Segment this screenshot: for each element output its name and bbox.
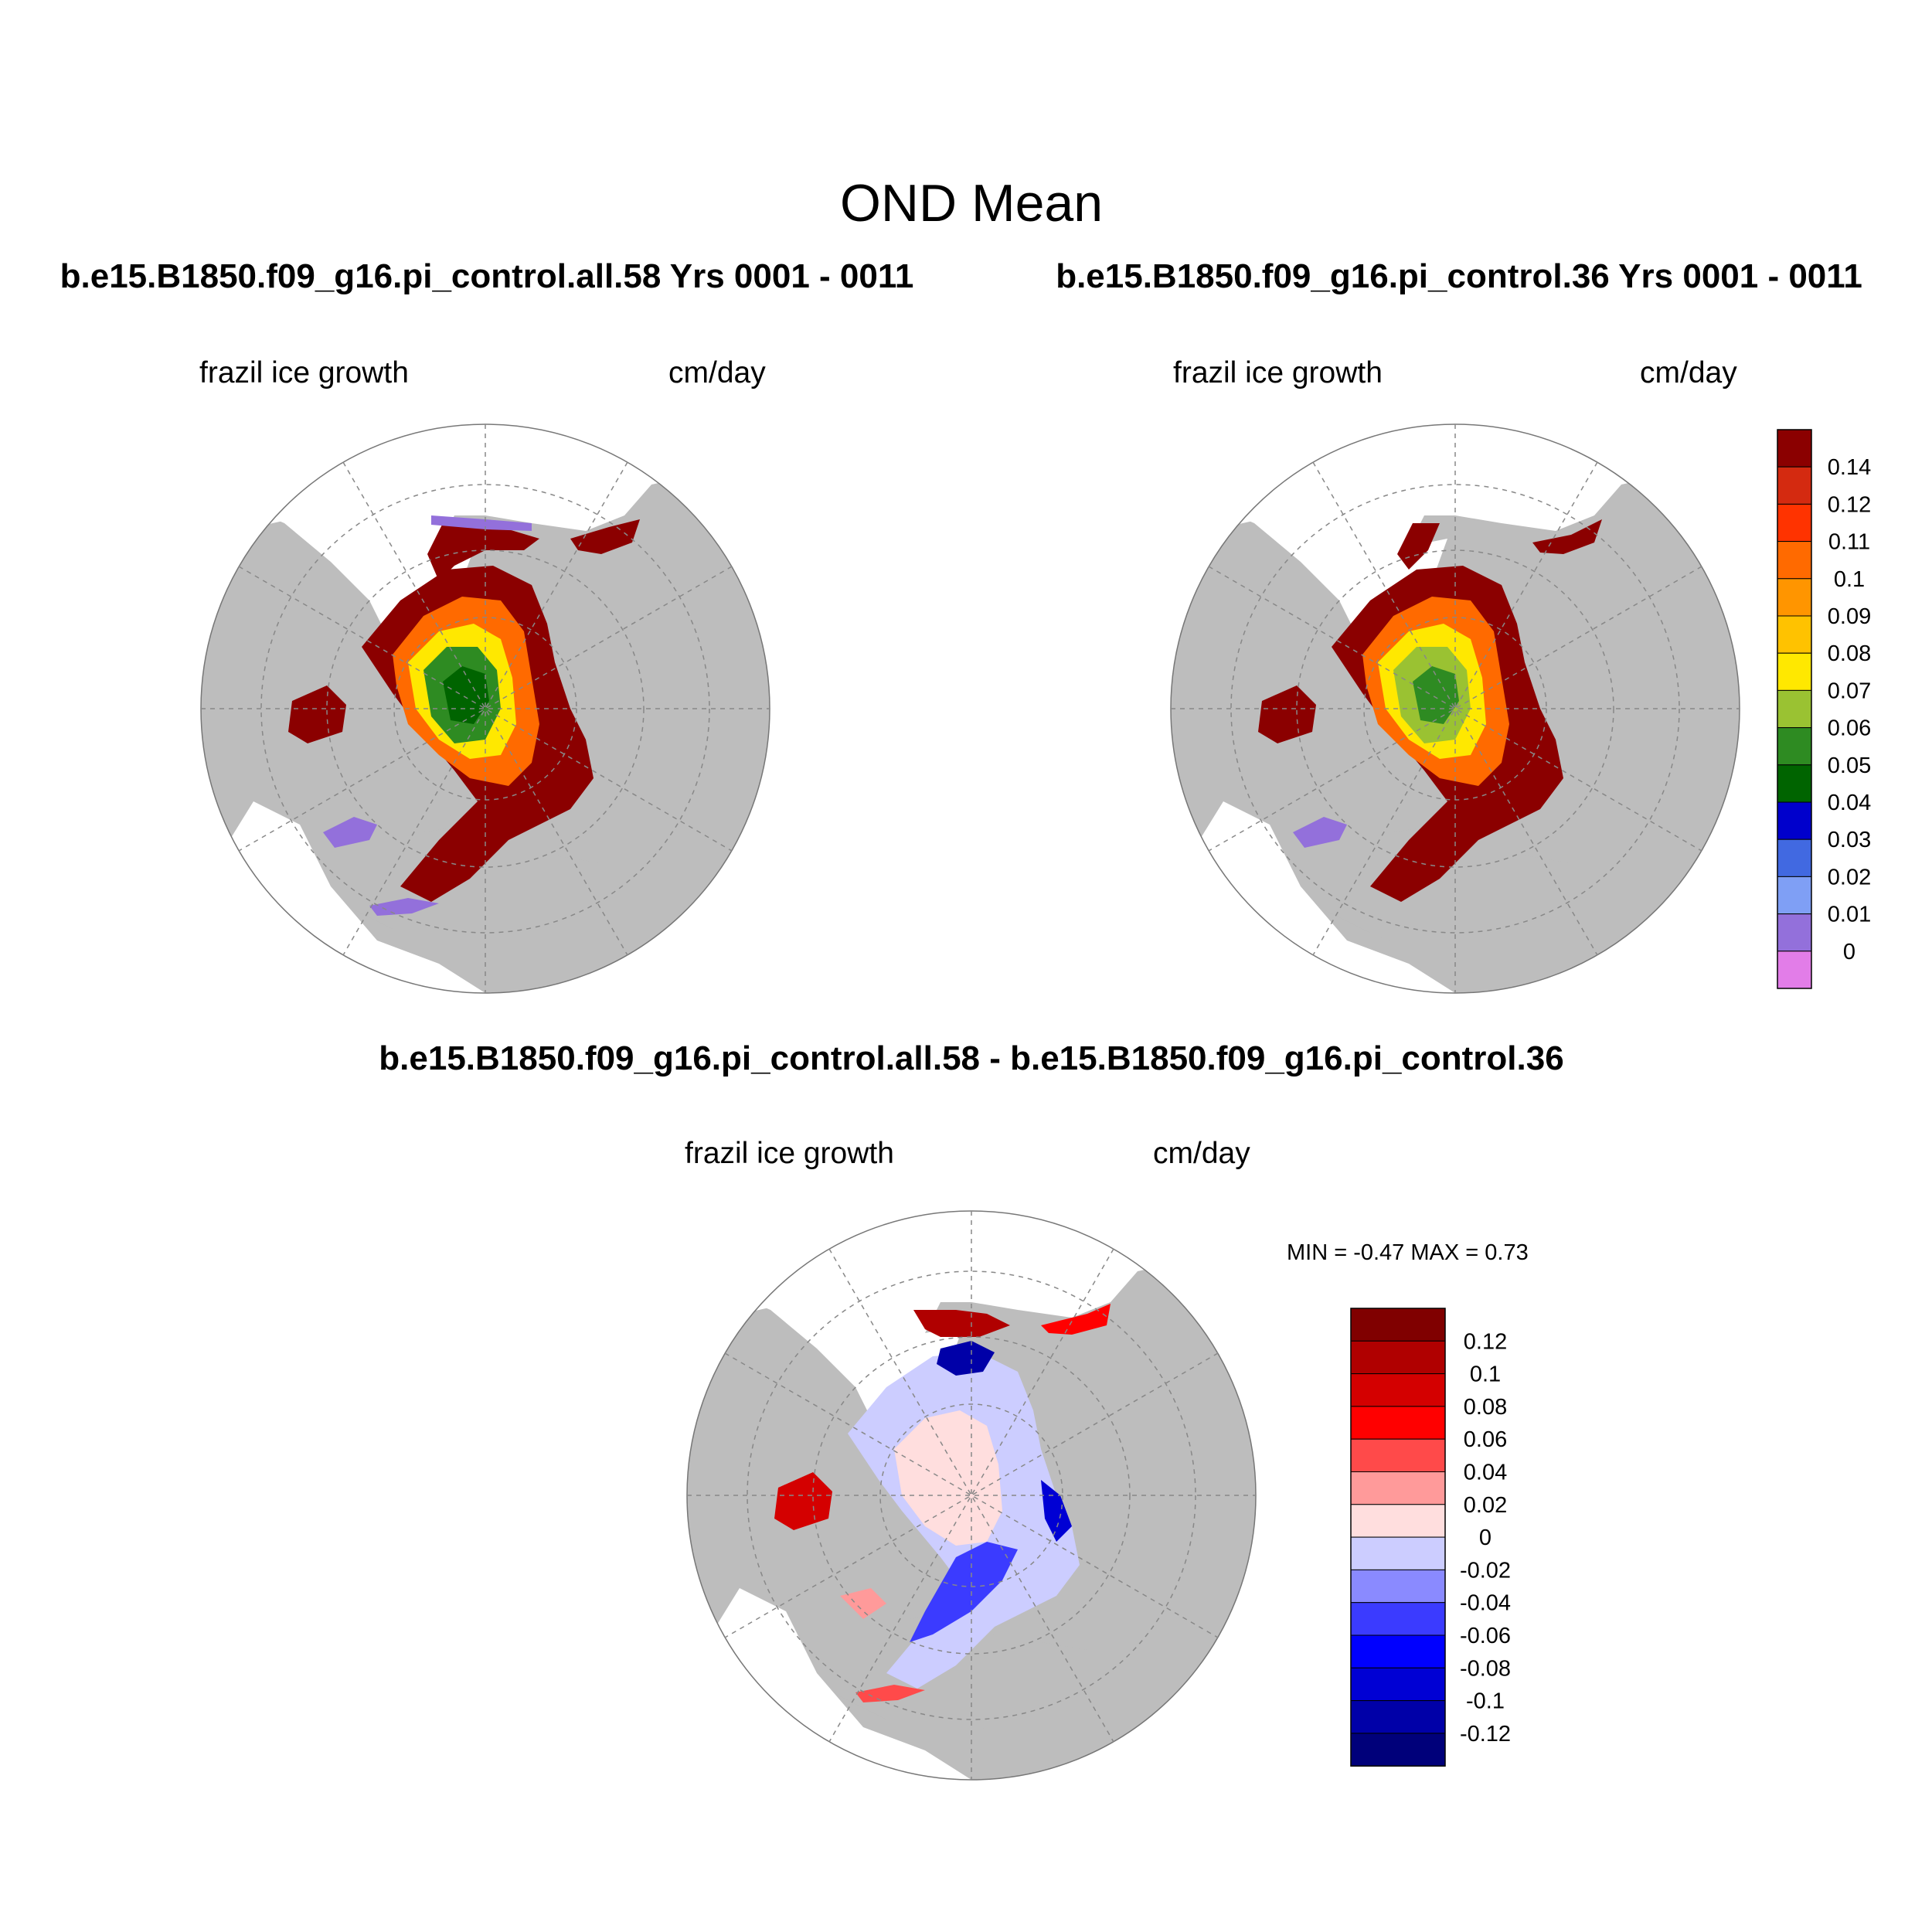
map-graticule: [686, 1210, 1257, 1781]
colorbar-swatch: [1350, 1438, 1446, 1472]
panel-title: b.e15.B1850.f09_g16.pi_control.36 Yrs 00…: [1056, 257, 1862, 295]
colorbar-tick-label: 0: [1479, 1526, 1492, 1550]
ice-field: [427, 523, 539, 581]
colorbar-swatch: [1350, 1569, 1446, 1604]
colorbar-swatch: [1777, 689, 1812, 729]
variable-label: frazil ice growth: [1173, 356, 1383, 389]
variable-label: frazil ice growth: [199, 356, 409, 389]
units-label: cm/day: [668, 356, 766, 389]
colorbar-tick-label: 0: [1843, 940, 1855, 964]
diff-field: [937, 1341, 995, 1376]
colorbar-tick-label: -0.04: [1460, 1591, 1511, 1616]
colorbar-absolute: 0.14 0.12 0.11 0.1 0.09 0.08 0.07 0.06 0.05 0.04 0…: [1777, 429, 1871, 989]
colorbar-tick-label: 0.04: [1464, 1461, 1507, 1485]
colorbar-swatch: [1777, 541, 1812, 580]
colorbar-tick-label: 0.03: [1828, 828, 1871, 852]
diff-field: [1041, 1304, 1111, 1335]
ice-field: [443, 666, 489, 724]
ice-field: [323, 817, 377, 848]
colorbar-tick-label: -0.02: [1460, 1558, 1511, 1583]
diff-field: [855, 1685, 925, 1702]
colorbar-tick-label: 0.1: [1470, 1362, 1501, 1387]
colorbar-swatch: [1777, 429, 1812, 468]
colorbar-swatch: [1350, 1373, 1446, 1407]
colorbar-swatch: [1350, 1536, 1446, 1570]
colorbar-tick-label: 0.12: [1828, 492, 1871, 517]
diff-field: [913, 1310, 1010, 1337]
units-label: cm/day: [1153, 1137, 1250, 1170]
colorbar-tick-label: 0.07: [1828, 679, 1871, 703]
ice-field: [570, 519, 640, 554]
colorbar-tick-label: -0.12: [1460, 1722, 1511, 1747]
diff-field: [774, 1472, 832, 1530]
colorbar-swatch: [1350, 1667, 1446, 1702]
colorbar-tick-label: 0.06: [1828, 716, 1871, 741]
colorbar-swatch: [1350, 1602, 1446, 1636]
colorbar-swatch: [1777, 578, 1812, 617]
ice-field: [369, 898, 439, 916]
polar-map: [1171, 424, 1740, 993]
colorbar-swatch: [1777, 615, 1812, 654]
colorbar-swatch: [1350, 1471, 1446, 1505]
colorbar-swatch: [1777, 913, 1812, 952]
colorbar-swatch: [1350, 1504, 1446, 1538]
colorbar-tick-label: 0.11: [1828, 530, 1870, 555]
map-graticule: [200, 423, 770, 994]
ice-field: [1293, 817, 1347, 848]
panel-title: b.e15.B1850.f09_g16.pi_control.all.58 - …: [379, 1039, 1563, 1077]
diff-field: [894, 1410, 1002, 1546]
colorbar-swatch: [1350, 1340, 1446, 1375]
diff-field: [910, 1542, 1018, 1642]
min-max-label: MIN = -0.47 MAX = 0.73: [1287, 1240, 1529, 1265]
colorbar-swatch: [1777, 951, 1812, 989]
colorbar-difference: 0.12 0.1 0.08 0.06 0.04 0.02 0 -0.02 -0.04 -0.06 -…: [1350, 1308, 1511, 1767]
colorbar-tick-label: -0.1: [1466, 1689, 1505, 1714]
figure-title: OND Mean: [840, 174, 1103, 233]
variable-label: frazil ice growth: [685, 1137, 894, 1170]
colorbar-swatch: [1777, 466, 1812, 505]
colorbar-tick-label: 0.09: [1828, 604, 1871, 629]
colorbar-tick-label: 0.08: [1828, 641, 1871, 666]
colorbar-swatch: [1777, 652, 1812, 691]
units-label: cm/day: [1640, 356, 1737, 389]
panel-top-left: b.e15.B1850.f09_g16.pi_control.all.58 Yr…: [60, 257, 914, 994]
polar-map: [201, 424, 770, 993]
colorbar-tick-label: 0.01: [1828, 903, 1871, 927]
colorbar-swatch: [1350, 1700, 1446, 1734]
colorbar-swatch: [1777, 876, 1812, 915]
colorbar-swatch: [1350, 1634, 1446, 1668]
colorbar-tick-label: 0.14: [1828, 455, 1871, 480]
colorbar-swatch: [1777, 838, 1812, 877]
colorbar-tick-label: 0.02: [1828, 865, 1871, 889]
colorbar-tick-label: -0.08: [1460, 1656, 1511, 1681]
colorbar-tick-label: 0.04: [1828, 791, 1871, 815]
colorbar-swatch: [1777, 764, 1812, 803]
colorbar-tick-label: 0.06: [1464, 1427, 1507, 1452]
colorbar-swatch: [1777, 503, 1812, 543]
ice-field: [431, 515, 532, 531]
map-graticule: [1170, 423, 1740, 994]
colorbar-swatch: [1350, 1406, 1446, 1440]
ice-field: [1413, 666, 1459, 724]
colorbar-frame: [1777, 429, 1812, 989]
colorbar-tick-label: 0.12: [1464, 1329, 1507, 1354]
colorbar-tick-label: 0.02: [1464, 1493, 1507, 1518]
colorbar-tick-label: 0.08: [1464, 1395, 1507, 1420]
colorbar-tick-label: 0.1: [1834, 567, 1865, 592]
colorbar-frame: [1350, 1308, 1446, 1767]
ice-field: [1258, 685, 1316, 743]
colorbar-swatch: [1777, 801, 1812, 840]
colorbar-swatch: [1350, 1733, 1446, 1767]
panel-title: b.e15.B1850.f09_g16.pi_control.all.58 Yr…: [60, 257, 914, 295]
panel-top-right: b.e15.B1850.f09_g16.pi_control.36 Yrs 00…: [1056, 257, 1862, 994]
colorbar-swatch: [1350, 1308, 1446, 1342]
colorbar-tick-label: 0.05: [1828, 753, 1871, 778]
ice-field: [288, 685, 346, 743]
colorbar-swatch: [1777, 727, 1812, 766]
diff-field: [840, 1588, 886, 1619]
colorbar-tick-label: -0.06: [1460, 1624, 1511, 1648]
